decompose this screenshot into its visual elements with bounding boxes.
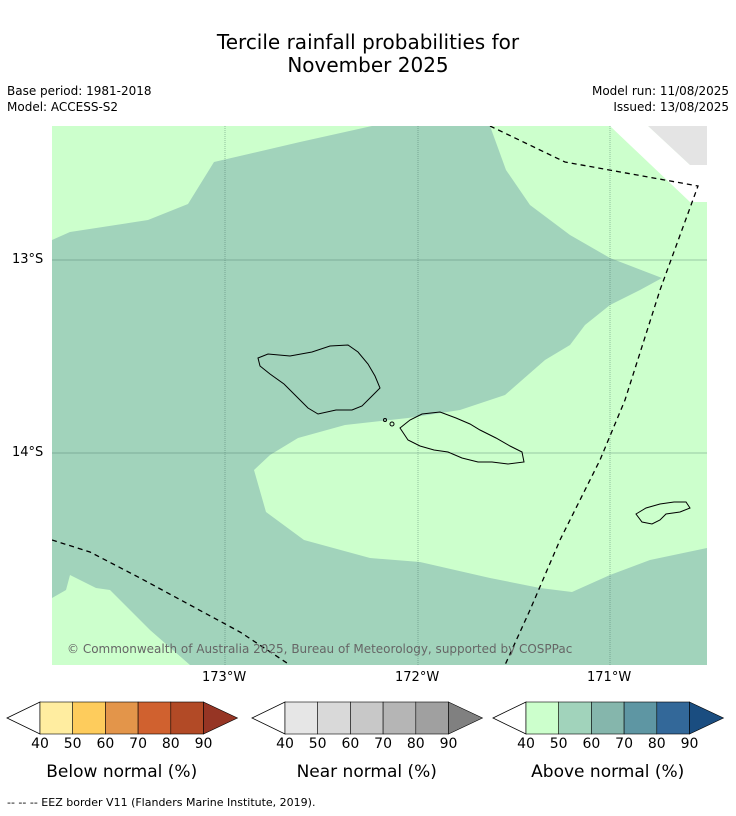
colorbar-left-extension	[251, 701, 286, 735]
tutuila-island	[635, 501, 691, 525]
colorbar-segment	[591, 701, 625, 735]
colorbar-title: Below normal (%)	[46, 762, 198, 782]
lon-label-171w: 171°W	[587, 670, 632, 685]
issued-date: Issued: 13/08/2025	[613, 100, 729, 114]
colorbar-segment	[350, 701, 384, 735]
colorbar-tick-label: 90	[194, 736, 213, 752]
base-period: Base period: 1981-2018	[7, 84, 152, 98]
lat-label-14s: 14°S	[12, 445, 44, 460]
colorbar-segment	[39, 701, 74, 735]
title-line-2: November 2025	[287, 53, 449, 77]
colorbar-tick-label: 70	[615, 736, 633, 752]
colorbar-tick-label: 60	[582, 736, 601, 752]
lon-label-173w: 173°W	[202, 670, 247, 685]
copyright-text: © Commonwealth of Australia 2025, Bureau…	[67, 642, 573, 656]
model-run: Model run: 11/08/2025	[591, 84, 729, 98]
lon-label-172w: 172°W	[395, 670, 440, 685]
meta-right: Model run: 11/08/2025 Issued: 13/08/2025	[592, 83, 729, 115]
graticule	[52, 126, 707, 665]
lat-label-13s: 13°S	[12, 252, 44, 267]
colorbar-tick-label: 40	[517, 736, 535, 752]
colorbar-segment	[415, 701, 449, 735]
colorbar-tick-label: 80	[161, 736, 180, 752]
colorbar-tick-label: 60	[341, 736, 360, 752]
colorbar-title: Above normal (%)	[531, 762, 685, 782]
colorbar-segment	[317, 701, 351, 735]
colorbar-tick-label: 40	[31, 736, 49, 752]
colorbar-left-extension	[6, 701, 41, 735]
colorbar-tick-label: 80	[647, 736, 666, 752]
islands	[257, 344, 691, 525]
colorbar-tick-label: 50	[549, 736, 568, 752]
colorbar-title: Near normal (%)	[296, 762, 437, 782]
colorbar-segment	[137, 701, 172, 735]
colorbar-segment	[525, 701, 560, 735]
colorbar-tick-label: 40	[276, 736, 294, 752]
map-area	[52, 126, 707, 665]
title-line-1: Tercile rainfall probabilities for	[216, 30, 520, 54]
colorbar-segment	[203, 701, 239, 735]
above-50-region	[52, 126, 707, 665]
colorbar-tick-label: 80	[406, 736, 425, 752]
eez-borders	[52, 126, 699, 665]
colorbars	[6, 701, 725, 735]
colorbar-segment	[448, 701, 484, 735]
model-name: Model: ACCESS-S2	[7, 100, 119, 114]
map-title: Tercile rainfall probabilities for Novem…	[0, 31, 736, 77]
colorbar-segment	[382, 701, 417, 735]
savaii-island	[257, 344, 381, 415]
meta-left: Base period: 1981-2018 Model: ACCESS-S2	[7, 83, 152, 115]
colorbar-tick-label: 90	[439, 736, 458, 752]
colorbar-tick-label: 70	[374, 736, 392, 752]
colorbar-segment	[623, 701, 658, 735]
near-normal-patch	[648, 126, 707, 165]
colorbar-tick-label: 70	[129, 736, 147, 752]
colorbar-left-extension	[492, 701, 527, 735]
colorbar-tick-label: 60	[96, 736, 115, 752]
colorbar-segment	[170, 701, 204, 735]
colorbar-tick-label: 50	[63, 736, 82, 752]
eez-footnote: -- -- -- EEZ border V11 (Flanders Marine…	[7, 796, 316, 809]
colorbar-segment	[72, 701, 106, 735]
colorbar-tick-label: 90	[680, 736, 699, 752]
colorbar-segment	[656, 701, 690, 735]
upolu-island	[399, 411, 525, 465]
colorbar-segment	[558, 701, 592, 735]
colorbar-segment	[105, 701, 139, 735]
colorbar-segment	[689, 701, 725, 735]
colorbar-segment	[284, 701, 319, 735]
colorbar-tick-label: 50	[308, 736, 327, 752]
